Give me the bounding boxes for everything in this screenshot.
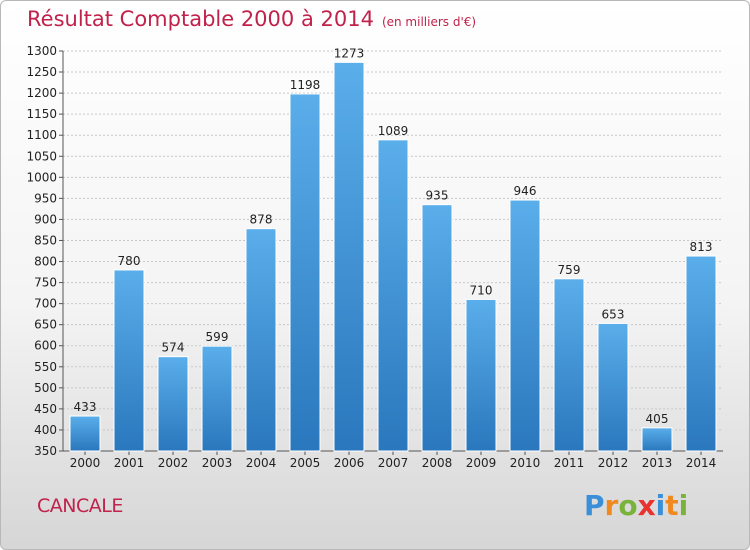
bar <box>69 415 101 452</box>
y-tick-label: 1250 <box>26 65 57 79</box>
x-tick-label: 2005 <box>290 456 321 470</box>
y-tick-label: 500 <box>34 381 57 395</box>
x-tick-label: 2012 <box>598 456 629 470</box>
bar <box>333 61 365 452</box>
y-tick-label: 400 <box>34 423 57 437</box>
y-tick-label: 850 <box>34 233 57 247</box>
logo-letter: r <box>604 489 619 522</box>
data-label: 946 <box>514 184 537 198</box>
data-label: 653 <box>602 307 625 321</box>
x-tick-label: 2008 <box>422 456 453 470</box>
logo-letter: P <box>584 489 605 522</box>
y-tick-label: 900 <box>34 212 57 226</box>
data-label: 878 <box>250 213 273 227</box>
bar <box>553 278 585 452</box>
y-tick-label: 600 <box>34 339 57 353</box>
logo-letter: x <box>637 489 656 522</box>
x-tick-label: 2004 <box>246 456 277 470</box>
y-tick-label: 1150 <box>26 107 57 121</box>
x-tick-label: 2013 <box>642 456 673 470</box>
data-label: 710 <box>470 283 493 297</box>
chart-title: Résultat Comptable 2000 à 2014 (en millie… <box>27 7 476 31</box>
logo-letter: t <box>665 489 679 522</box>
x-tick-label: 2007 <box>378 456 409 470</box>
y-tick-label: 1300 <box>26 44 57 58</box>
logo-letter: i <box>655 489 666 522</box>
proxiti-logo[interactable]: Proxiti <box>584 489 688 522</box>
data-label: 1273 <box>334 46 365 60</box>
axes: 350 400 450 500 550 600 650 700 750 800 850 900 950 1… <box>26 44 723 470</box>
bar <box>289 93 321 452</box>
data-label: 780 <box>118 254 141 268</box>
bar <box>113 269 145 452</box>
chart-title-text: Résultat Comptable 2000 à 2014 <box>27 7 374 31</box>
data-label: 574 <box>162 341 185 355</box>
bar <box>377 139 409 452</box>
x-tick-label: 2000 <box>70 456 101 470</box>
x-tick-label: 2002 <box>158 456 189 470</box>
y-tick-label: 1200 <box>26 86 57 100</box>
data-label: 1198 <box>290 78 321 92</box>
y-tick-label: 650 <box>34 318 57 332</box>
data-label: 935 <box>426 189 449 203</box>
x-tick-label: 2010 <box>510 456 541 470</box>
bar <box>201 345 233 452</box>
y-tick-label: 750 <box>34 276 57 290</box>
x-tick-label: 2003 <box>202 456 233 470</box>
bar <box>157 356 189 452</box>
y-tick-label: 1000 <box>26 170 57 184</box>
bar <box>421 204 453 452</box>
bar <box>641 427 673 452</box>
bar <box>245 228 277 452</box>
y-tick-label: 950 <box>34 191 57 205</box>
logo-letter: o <box>618 489 638 522</box>
data-label: 433 <box>74 400 97 414</box>
data-label: 1089 <box>378 124 409 138</box>
bars: 433 780 574 599 878 1198 1273 1089 935 710 946 759 6… <box>69 46 717 452</box>
data-label: 599 <box>206 330 229 344</box>
data-label: 759 <box>558 263 581 277</box>
y-tick-label: 800 <box>34 255 57 269</box>
data-label: 405 <box>646 412 669 426</box>
data-label: 813 <box>690 240 713 254</box>
y-tick-label: 700 <box>34 297 57 311</box>
bar <box>597 322 629 452</box>
x-tick-label: 2009 <box>466 456 497 470</box>
y-tick-label: 1050 <box>26 149 57 163</box>
y-tick-label: 550 <box>34 360 57 374</box>
x-tick-label: 2011 <box>554 456 585 470</box>
city-name: CANCALE <box>37 495 123 517</box>
x-tick-label: 2001 <box>114 456 145 470</box>
bar <box>465 298 497 452</box>
y-tick-label: 450 <box>34 402 57 416</box>
y-tick-label: 1100 <box>26 128 57 142</box>
x-tick-label: 2014 <box>686 456 717 470</box>
logo-letter: i <box>678 489 689 522</box>
y-tick-label: 350 <box>34 444 57 458</box>
bar <box>685 255 717 452</box>
chart-subtitle: (en milliers d'€) <box>381 15 477 29</box>
bar <box>509 199 541 452</box>
x-tick-label: 2006 <box>334 456 365 470</box>
